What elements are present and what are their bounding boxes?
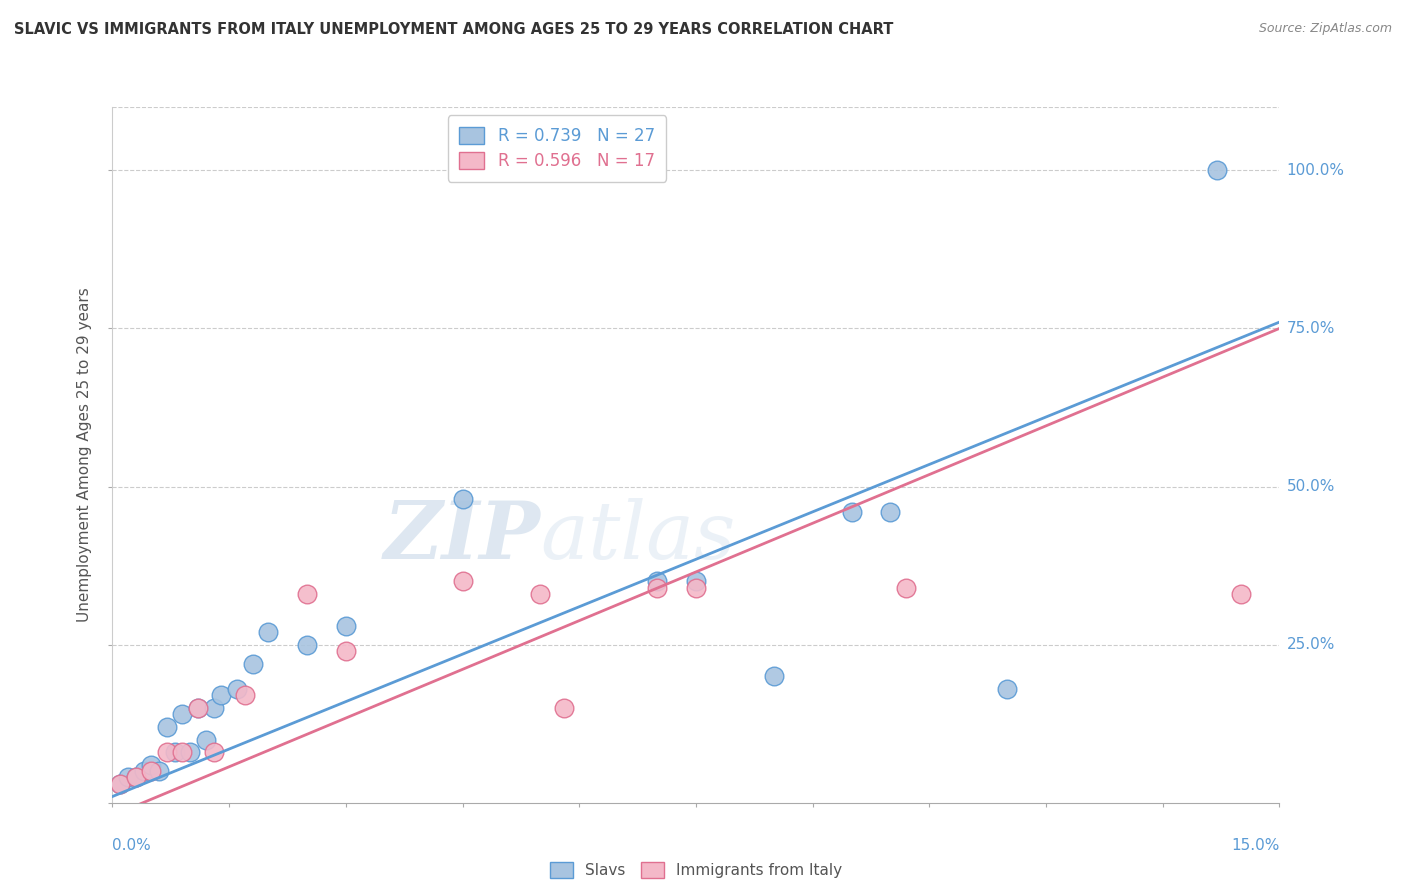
Point — [179, 745, 201, 759]
Text: 0.0%: 0.0% — [112, 838, 152, 853]
Text: Source: ZipAtlas.com: Source: ZipAtlas.com — [1258, 22, 1392, 36]
Legend: Slavs, Immigrants from Italy: Slavs, Immigrants from Italy — [543, 855, 849, 886]
Text: 100.0%: 100.0% — [1286, 163, 1344, 178]
Point — [257, 625, 280, 640]
Point — [132, 764, 155, 779]
Point — [451, 492, 474, 507]
Point — [125, 771, 148, 785]
Point — [172, 707, 194, 722]
Point — [995, 681, 1018, 696]
Text: SLAVIC VS IMMIGRANTS FROM ITALY UNEMPLOYMENT AMONG AGES 25 TO 29 YEARS CORRELATI: SLAVIC VS IMMIGRANTS FROM ITALY UNEMPLOY… — [14, 22, 893, 37]
Point — [295, 587, 318, 601]
Point — [645, 574, 668, 589]
Point — [233, 688, 256, 702]
Point — [226, 681, 249, 696]
Point — [1206, 163, 1229, 178]
Point — [125, 771, 148, 785]
Point — [529, 587, 551, 601]
Point — [1229, 587, 1251, 601]
Point — [148, 764, 170, 779]
Point — [110, 777, 132, 791]
Point — [110, 777, 132, 791]
Text: 15.0%: 15.0% — [1232, 838, 1279, 853]
Point — [451, 574, 474, 589]
Point — [187, 701, 209, 715]
Point — [295, 638, 318, 652]
Point — [141, 757, 163, 772]
Text: ZIP: ZIP — [384, 499, 540, 576]
Point — [841, 505, 863, 519]
Point — [156, 745, 179, 759]
Y-axis label: Unemployment Among Ages 25 to 29 years: Unemployment Among Ages 25 to 29 years — [77, 287, 93, 623]
Point — [172, 745, 194, 759]
Point — [187, 701, 209, 715]
Point — [335, 618, 357, 632]
Point — [117, 771, 139, 785]
Point — [762, 669, 785, 683]
Point — [335, 644, 357, 658]
Text: 25.0%: 25.0% — [1286, 637, 1334, 652]
Point — [163, 745, 186, 759]
Point — [242, 657, 264, 671]
Point — [645, 581, 668, 595]
Point — [194, 732, 217, 747]
Point — [202, 701, 225, 715]
Point — [553, 701, 575, 715]
Point — [685, 581, 707, 595]
Point — [685, 574, 707, 589]
Text: 75.0%: 75.0% — [1286, 321, 1334, 336]
Text: 50.0%: 50.0% — [1286, 479, 1334, 494]
Point — [141, 764, 163, 779]
Point — [209, 688, 232, 702]
Point — [894, 581, 917, 595]
Point — [879, 505, 901, 519]
Point — [202, 745, 225, 759]
Point — [156, 720, 179, 734]
Text: atlas: atlas — [540, 499, 735, 576]
